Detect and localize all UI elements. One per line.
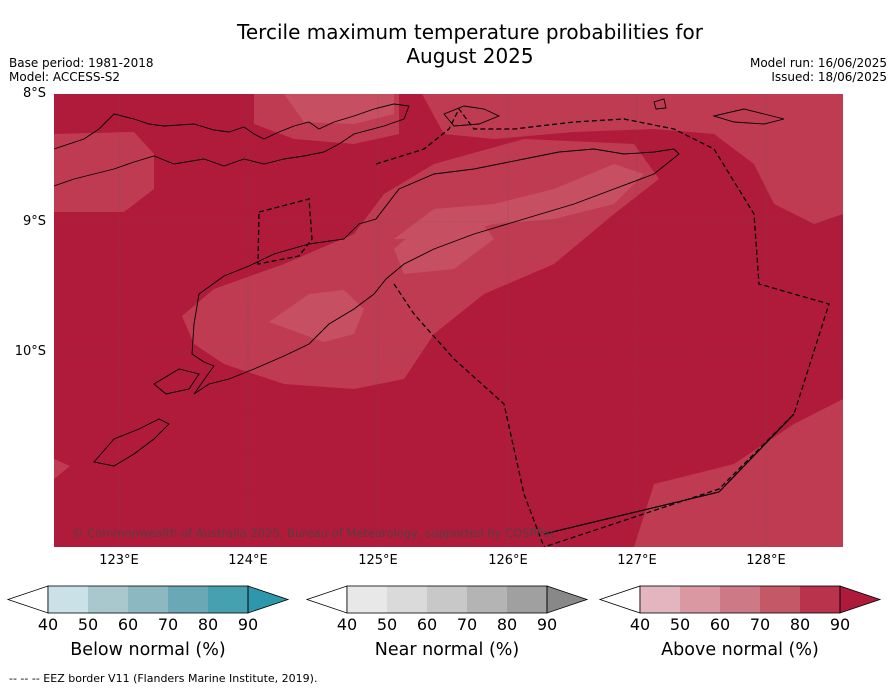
colorbar-outline: [346, 585, 548, 614]
lon-label-124e: 124°E: [228, 553, 268, 568]
colorbar-extend-low: [305, 585, 348, 614]
small-island-coastline: [653, 98, 667, 110]
flores-coastline: [54, 103, 410, 187]
colorbar-extend-high: [247, 585, 290, 614]
colorbar-tick-label: 50: [669, 615, 691, 634]
probability-70-80-region-southwest: [54, 459, 70, 479]
colorbar-tick-label: 40: [629, 615, 651, 634]
probability-70-80-region-southeast: [634, 399, 843, 547]
colorbar-tick-label: 60: [709, 615, 731, 634]
base-period: Base period: 1981-2018: [9, 56, 154, 70]
colorbar-segment: [507, 586, 547, 613]
colorbar-tick-label: 50: [376, 615, 398, 634]
colorbar-tick-label: 90: [536, 615, 558, 634]
title-line-1: Tercile maximum temperature probabilitie…: [237, 20, 703, 44]
colorbar-segment: [800, 586, 840, 613]
model-run: Model run: 16/06/2025: [749, 56, 887, 70]
meta-right: Model run: 16/06/2025 Issued: 18/06/2025: [750, 56, 887, 84]
timor-coastline: [191, 148, 680, 395]
eez-border-solid: [543, 413, 795, 535]
eez-border: [257, 107, 830, 547]
colorbar-title-above: Above normal (%): [661, 640, 819, 660]
colorbar-near-normal: [305, 585, 589, 614]
colorbar-segment: [720, 586, 760, 613]
colorbar-segment: [88, 586, 128, 613]
issued-date: Issued: 18/06/2025: [771, 70, 887, 84]
colorbar-tick-label: 90: [829, 615, 851, 634]
colorbar-extend-low: [6, 585, 49, 614]
colorbar-title-near: Near normal (%): [374, 640, 520, 660]
colorbar-tick-label: 60: [117, 615, 139, 634]
colorbar-segment: [427, 586, 467, 613]
colorbar-segment: [168, 586, 208, 613]
colorbar-tick-label: 80: [197, 615, 219, 634]
lon-label-125e: 125°E: [358, 553, 398, 568]
forecast-map: © Commonwealth of Australia 2025, Bureau…: [54, 94, 843, 547]
colorbar-segment: [208, 586, 248, 613]
colorbar-tick-label: 70: [749, 615, 771, 634]
colorbar-below-normal: [6, 585, 290, 614]
map-title: Tercile maximum temperature probabilitie…: [170, 20, 770, 68]
lat-label-10s: 10°S: [14, 344, 46, 359]
probability-70-80-region-north: [422, 94, 843, 224]
probability-60-70-region-mid: [394, 212, 494, 274]
lon-label-128e: 128°E: [746, 553, 786, 568]
colorbar-outline: [639, 585, 841, 614]
wetar-coastline: [443, 105, 501, 127]
colorbar-segment: [387, 586, 427, 613]
colorbar-tick-label: 50: [77, 615, 99, 634]
colorbar-segment: [640, 586, 680, 613]
probability-70-80-region-west: [54, 132, 154, 212]
model-name: Model: ACCESS-S2: [9, 70, 121, 84]
colorbar-title-below: Below normal (%): [70, 640, 226, 660]
colorbar-extend-low: [598, 585, 641, 614]
sumba-rote-coastline: [153, 368, 200, 395]
graticule: [54, 94, 843, 547]
tanimbar-coastline: [712, 108, 785, 125]
colorbar-tick-label: 80: [496, 615, 518, 634]
lon-label-127e: 127°E: [617, 553, 657, 568]
probability-60-70-region-central: [269, 290, 364, 342]
sawu-coastline: [93, 418, 170, 467]
eez-legend-footnote: -- -- -- EEZ border V11 (Flanders Marine…: [9, 672, 318, 685]
copyright-watermark: © Commonwealth of Australia 2025, Bureau…: [72, 526, 556, 540]
colorbar-extend-high: [546, 585, 589, 614]
coastlines: [54, 98, 785, 467]
colorbar-segment: [467, 586, 507, 613]
lon-label-126e: 126°E: [488, 553, 528, 568]
colorbar-tick-label: 70: [456, 615, 478, 634]
colorbar-extend-high: [839, 585, 882, 614]
colorbar-outline: [47, 585, 249, 614]
colorbar-segment: [347, 586, 387, 613]
title-line-2: August 2025: [406, 44, 534, 68]
meta-left: Base period: 1981-2018 Model: ACCESS-S2: [9, 56, 154, 84]
colorbar-segment: [48, 586, 88, 613]
lon-label-123e: 123°E: [99, 553, 139, 568]
colorbar-tick-label: 90: [237, 615, 259, 634]
colorbar-above-normal: [598, 585, 882, 614]
colorbar-tick-label: 70: [157, 615, 179, 634]
colorbar-tick-label: 80: [789, 615, 811, 634]
colorbar-tick-label: 40: [336, 615, 358, 634]
probability-60-70-region-top: [284, 94, 394, 124]
lat-label-9s: 9°S: [22, 214, 46, 229]
colorbar-segment: [760, 586, 800, 613]
colorbars: [6, 585, 882, 614]
colorbar-tick-label: 40: [37, 615, 59, 634]
lat-label-8s: 8°S: [22, 86, 46, 101]
colorbar-segment: [680, 586, 720, 613]
colorbar-tick-label: 60: [416, 615, 438, 634]
colorbar-segment: [128, 586, 168, 613]
